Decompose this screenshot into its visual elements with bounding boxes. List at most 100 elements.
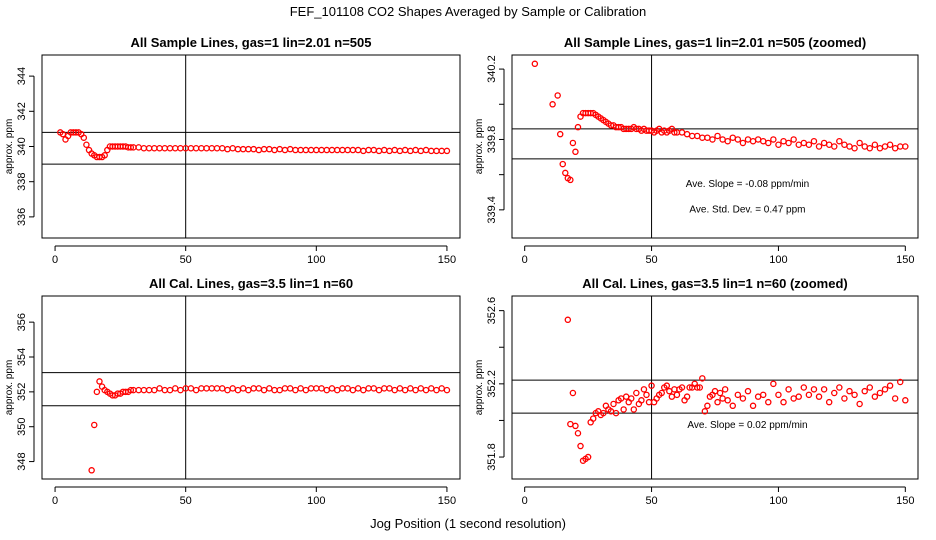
data-point [365,146,372,154]
data-point [422,146,430,154]
data-point [704,402,711,410]
data-point [846,387,853,395]
data-point [239,385,247,392]
data-point [790,136,797,143]
data-point [433,147,440,155]
data-point [805,141,813,148]
data-point [127,386,135,394]
data-point [567,176,574,184]
data-point [127,144,135,151]
data-point [559,160,567,168]
data-point [88,467,95,474]
data-point [328,385,336,392]
data-point [600,409,607,417]
data-point [438,147,445,155]
data-point [876,145,884,152]
plot-frame [41,54,461,239]
data-point [266,385,273,392]
data-point [693,384,701,391]
data-point [417,385,425,392]
data-point [333,386,341,394]
data-point [673,391,681,399]
data-point [572,422,579,430]
data-point [292,386,299,394]
data-point [866,145,874,152]
data-point [93,388,101,396]
annotation-text: Ave. Std. Dev. = 0.47 ppm [689,204,805,215]
data-point [239,145,247,153]
data-point [734,136,742,143]
data-point [749,402,757,410]
data-point [229,145,236,152]
x-tick-label: 0 [52,254,58,266]
data-point [719,395,726,402]
data-point [770,380,777,388]
y-axis-label: approx. ppm [4,360,15,416]
data-point [234,145,242,153]
data-point [881,386,889,393]
y-tick-label: 352.2 [486,370,498,398]
data-point [360,386,367,394]
chart-panel-3: All Cal. Lines, gas=3.5 lin=1 n=60 approx… [4,276,461,507]
data-point [866,384,874,391]
data-point [187,145,195,152]
data-point [714,132,721,140]
data-point [836,137,843,145]
data-point [562,169,569,177]
data-point [825,141,833,148]
data-point [318,146,325,154]
data-point [171,145,179,152]
data-point [729,134,737,141]
data-point [198,145,205,152]
data-point [417,147,425,155]
chart-panel-2: All Sample Lines, gas=1 lin=2.01 n=505 (… [474,35,919,266]
data-point [224,145,231,153]
data-point [902,143,909,150]
data-point [344,146,351,154]
y-tick-label: 339.8 [486,126,498,154]
data-point [785,386,792,393]
data-point [836,384,843,391]
y-axis-label: approx. ppm [474,119,485,175]
x-tick-label: 100 [769,254,787,266]
x-tick-label: 100 [307,495,325,507]
data-point [564,316,572,324]
data-point [161,386,169,394]
data-point [831,143,838,150]
data-point [422,386,430,394]
data-point [187,385,195,392]
data-point [688,132,696,140]
data-point [208,145,216,152]
data-point [729,402,737,410]
data-point [861,387,868,395]
data-point [765,398,772,406]
data-point [610,400,617,408]
data-point [213,385,221,392]
data-point [851,145,858,152]
x-tick-label: 100 [307,254,325,266]
data-point [531,60,539,68]
data-point [260,386,268,394]
data-point [719,136,726,143]
data-point [203,385,210,392]
data-point [815,393,823,400]
data-point [428,147,435,155]
data-point [721,386,729,393]
data-point [820,386,828,393]
data-point [192,386,200,394]
data-point [696,384,704,391]
data-points-group [531,60,909,184]
data-point [260,145,268,153]
data-point [443,147,451,155]
data-point [569,389,577,397]
data-point [709,136,716,143]
data-point [686,384,693,391]
data-point [701,408,709,415]
data-point [622,393,630,400]
data-point [881,143,889,150]
data-point [245,145,252,153]
data-point [658,389,665,397]
data-point [286,385,294,392]
data-point [145,386,153,394]
data-point [140,386,148,394]
